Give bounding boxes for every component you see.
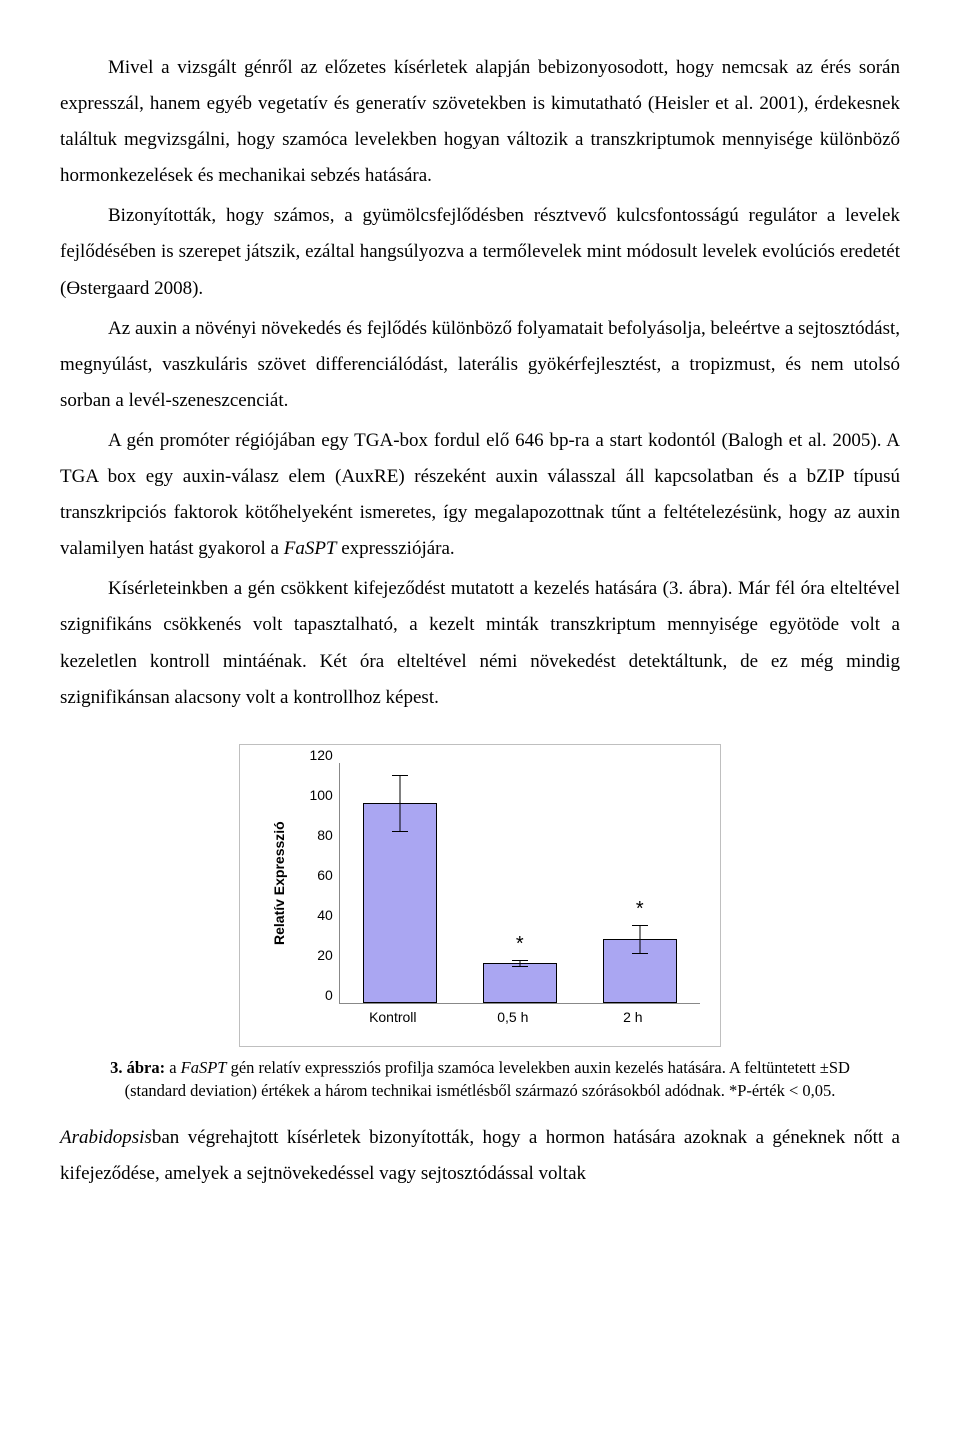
paragraph: Mivel a vizsgált génről az előzetes kísé…: [60, 50, 900, 194]
text-run: gén relatív expressziós profilja szamóca…: [125, 1058, 850, 1099]
x-axis-ticks: Kontroll0,5 h2 h: [333, 1004, 693, 1031]
y-axis-ticks: 120100806040200: [293, 763, 339, 1003]
x-tick: Kontroll: [333, 1004, 453, 1031]
expression-chart: Relatív Expresszió 120100806040200 ** X …: [60, 744, 900, 1048]
figure-caption: 3. ábra: a FaSPT gén relatív expressziós…: [90, 1057, 870, 1102]
gene-name: FaSPT: [181, 1058, 227, 1077]
chart-frame: Relatív Expresszió 120100806040200 ** X …: [239, 744, 721, 1048]
bar: [363, 803, 437, 1003]
x-tick: 2 h: [573, 1004, 693, 1031]
plot-area: **: [339, 763, 700, 1004]
x-tick: 0,5 h: [453, 1004, 573, 1031]
text-run: a: [165, 1058, 181, 1077]
significance-star: *: [636, 899, 644, 919]
gene-name: FaSPT: [284, 538, 337, 559]
bar: [483, 963, 557, 1003]
taxon-name: Arabidopsis: [60, 1127, 152, 1148]
paragraph: A gén promóter régiójában egy TGA-box fo…: [60, 423, 900, 567]
text-run: A gén promóter régiójában egy TGA-box fo…: [60, 430, 900, 559]
text-run: expressziójára.: [337, 538, 455, 559]
y-axis-label: Relatív Expresszió: [260, 763, 293, 1004]
text-run: ban végrehajtott kísérletek bizonyítottá…: [60, 1127, 900, 1184]
caption-label: 3. ábra:: [110, 1058, 165, 1077]
paragraph: Bizonyították, hogy számos, a gyümölcsfe…: [60, 198, 900, 306]
paragraph: Az auxin a növényi növekedés és fejlődés…: [60, 311, 900, 419]
significance-star: *: [516, 934, 524, 954]
paragraph: Kísérleteinkben a gén csökkent kifejeződ…: [60, 571, 900, 715]
paragraph: Arabidopsisban végrehajtott kísérletek b…: [60, 1120, 900, 1192]
